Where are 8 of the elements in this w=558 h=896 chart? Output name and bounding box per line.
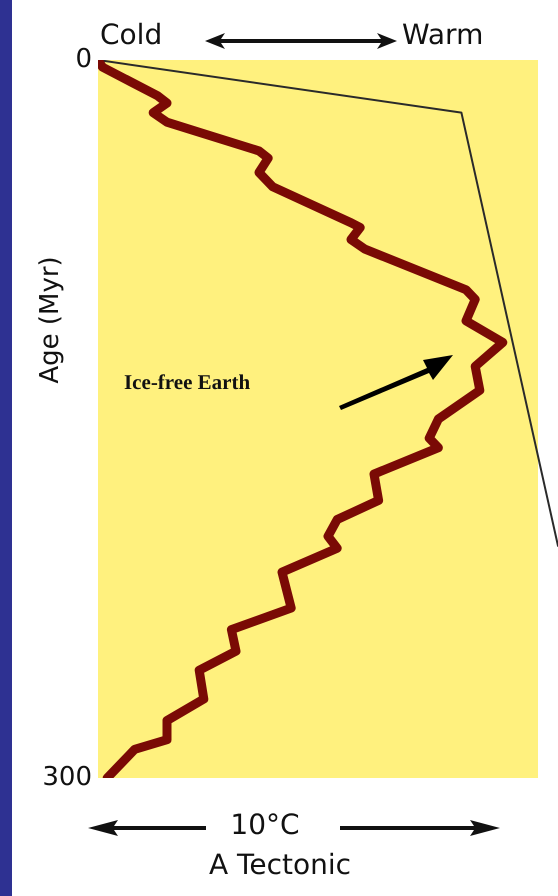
y-tick-label: 300 — [42, 762, 92, 792]
y-axis-title: Age (Myr) — [35, 256, 65, 384]
text: Warm — [402, 18, 484, 51]
text: A Tectonic — [208, 848, 352, 881]
x-axis-title: 10°C — [230, 808, 300, 841]
annotation: Ice-free Earth — [124, 370, 250, 395]
y-tick-label: 0 — [75, 44, 92, 74]
text: Cold — [100, 18, 162, 51]
